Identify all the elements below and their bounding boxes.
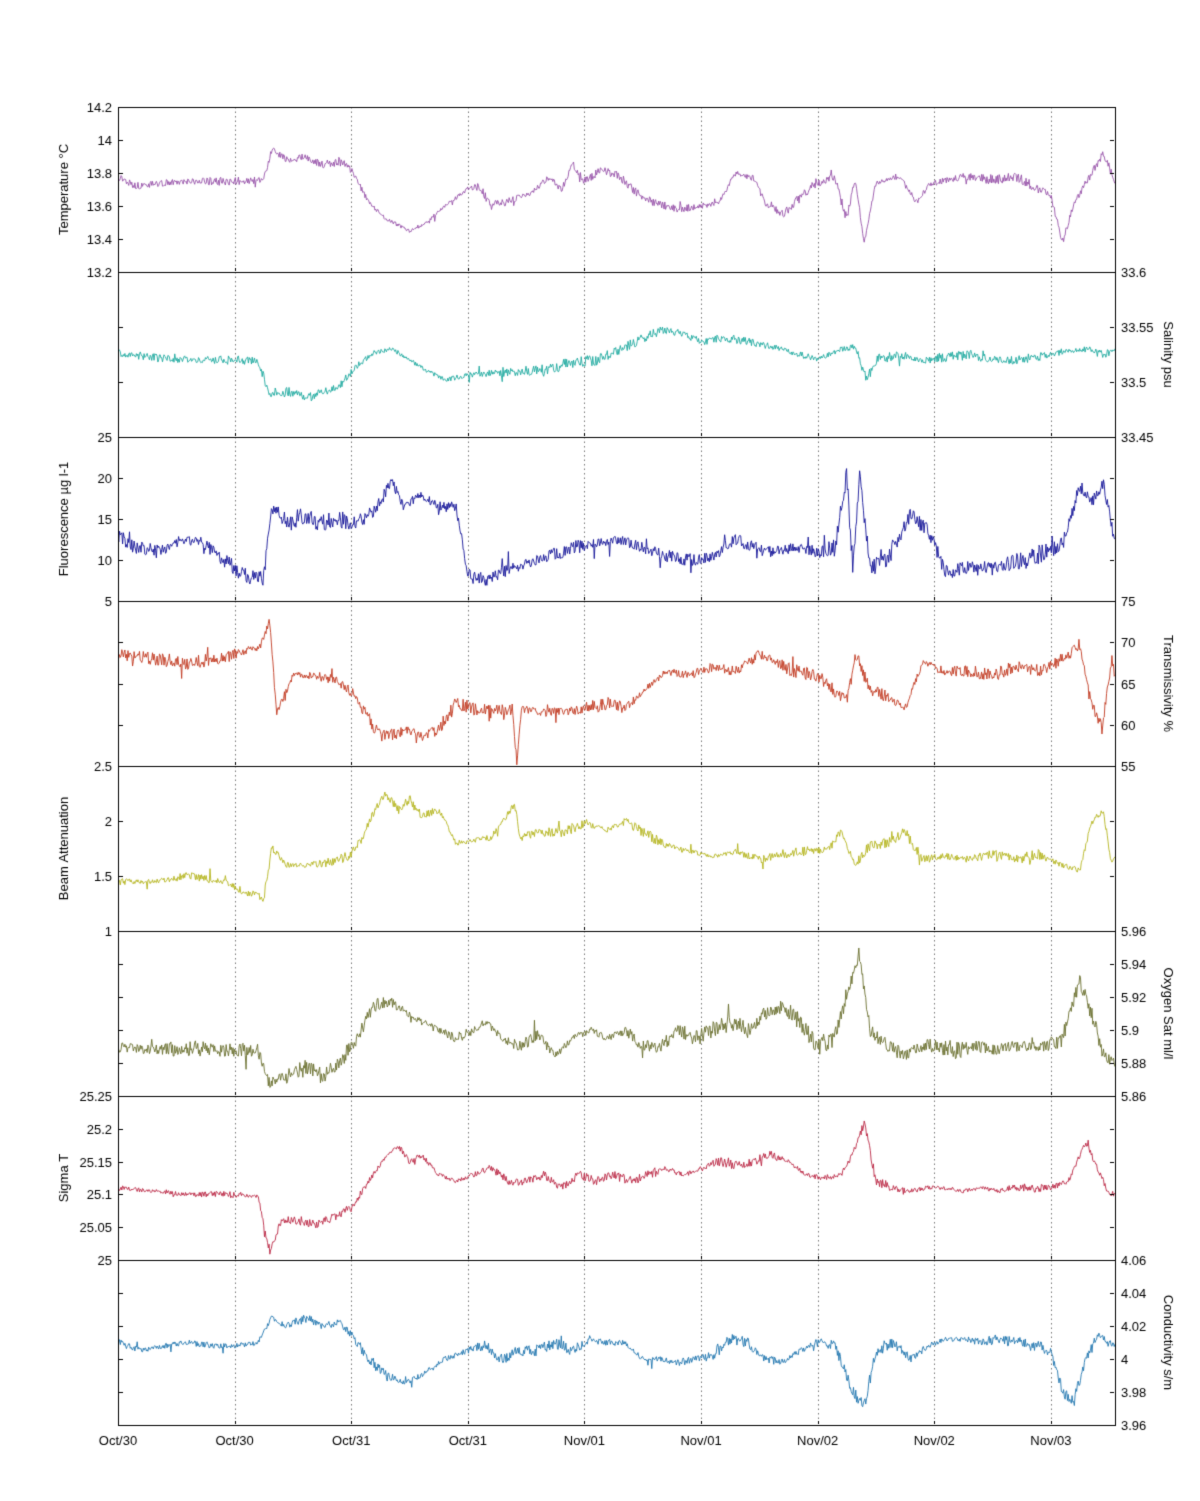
chart-canvas [0, 0, 1200, 1501]
figure: ESP2 MACK Soquel Bight [0, 0, 1200, 1501]
